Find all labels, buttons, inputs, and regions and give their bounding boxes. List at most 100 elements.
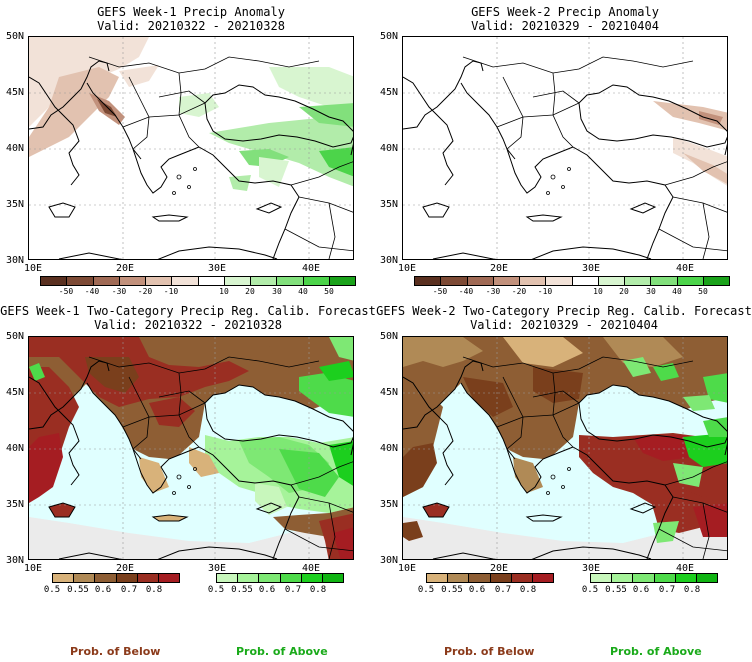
lon-label: 40E	[302, 563, 321, 574]
lat-label: 50N	[6, 31, 25, 42]
cbar-tick: 0.8	[145, 585, 163, 595]
cbar-tick: 20	[245, 287, 255, 296]
cbar-tick: 0.55	[67, 585, 89, 595]
cbar-tick: 30	[272, 287, 282, 296]
cbar-swatch	[632, 574, 654, 582]
cbar-tick: 0.6	[468, 585, 486, 595]
panel-1-title-line2: Valid: 20210322 - 20210328	[97, 19, 285, 33]
cbar-swatch	[591, 574, 612, 582]
cbar-tick: -40	[458, 287, 474, 296]
lat-label: 40N	[6, 443, 25, 454]
prob-above-caption: Prob. of Above	[236, 645, 328, 658]
cbar-swatch	[624, 277, 651, 285]
cbar-tick: 40	[672, 287, 682, 296]
cbar-swatch	[531, 574, 554, 582]
cbar-tick: -10	[537, 287, 553, 296]
lat-label: 45N	[380, 87, 399, 98]
lat-label: 30N	[6, 555, 25, 566]
lon-label: 20E	[116, 563, 135, 574]
cbar-swatch	[223, 277, 250, 285]
panel-1-title: GEFS Week-1 Precip Anomaly Valid: 202103…	[28, 5, 354, 33]
cbar-swatch	[519, 277, 546, 285]
cbar-tick: 0.7	[120, 585, 138, 595]
cbar-tick: 40	[298, 287, 308, 296]
cbar-tick: -40	[84, 287, 100, 296]
panel-2-title: GEFS Week-2 Precip Anomaly Valid: 202103…	[402, 5, 728, 33]
lat-label: 30N	[380, 255, 399, 266]
cbar-tick: 30	[646, 287, 656, 296]
prob-below-caption: Prob. of Below	[70, 645, 161, 658]
cbar-swatch	[650, 277, 677, 285]
cbar-swatch	[145, 277, 172, 285]
lon-label: 40E	[676, 563, 695, 574]
cbar-tick: 0.6	[94, 585, 112, 595]
cbar-swatch	[73, 574, 95, 582]
lon-label: 10E	[24, 263, 43, 274]
cbar-tick: 0.5	[417, 585, 435, 595]
cbar-tick: 0.8	[309, 585, 327, 595]
cbar-tick: 0.5	[581, 585, 599, 595]
lat-label: 45N	[6, 387, 25, 398]
cbar-tick: 0.7	[658, 585, 676, 595]
cbar-swatch	[702, 277, 729, 285]
lon-label: 30E	[582, 563, 601, 574]
cbar-swatch	[611, 574, 633, 582]
lat-label: 35N	[380, 199, 399, 210]
cbar-swatch	[489, 574, 511, 582]
lat-label: 45N	[6, 87, 25, 98]
lon-label: 30E	[582, 263, 601, 274]
lat-label: 40N	[380, 443, 399, 454]
cbar-tick: 0.5	[43, 585, 61, 595]
cbar-swatch	[466, 277, 493, 285]
panel-4-title: GEFS Week-2 Two-Category Precip Reg. Cal…	[376, 304, 752, 332]
cbar-swatch	[695, 574, 718, 582]
panel-1-map	[28, 36, 354, 260]
cbar-swatch	[276, 277, 303, 285]
cbar-tick: 0.55	[441, 585, 463, 595]
cbar-swatch	[118, 277, 145, 285]
cbar-swatch	[545, 277, 572, 285]
cbar-swatch	[427, 574, 448, 582]
cbar-swatch	[171, 277, 198, 285]
lat-label: 50N	[380, 331, 399, 342]
cbar-swatch	[676, 277, 703, 285]
cbar-tick: 20	[619, 287, 629, 296]
lat-label: 50N	[380, 31, 399, 42]
panel-4-map	[402, 336, 728, 560]
lat-label: 35N	[6, 199, 25, 210]
cbar-swatch	[328, 277, 355, 285]
cbar-tick: 50	[698, 287, 708, 296]
cbar-tick: 0.7	[284, 585, 302, 595]
panel-2-title-line1: GEFS Week-2 Precip Anomaly	[471, 5, 659, 19]
panel-2-map	[402, 36, 728, 260]
cbar-tick: -20	[511, 287, 527, 296]
panel-3-title-line1: GEFS Week-1 Two-Category Precip Reg. Cal…	[0, 304, 376, 318]
panel-3-title-line2: Valid: 20210322 - 20210328	[94, 318, 282, 332]
cbar-swatch	[597, 277, 624, 285]
cbar-swatch	[237, 574, 259, 582]
cbar-swatch	[157, 574, 180, 582]
cbar-swatch	[136, 574, 158, 582]
panel-3-title: GEFS Week-1 Two-Category Precip Reg. Cal…	[0, 304, 376, 332]
prob-below-caption: Prob. of Below	[444, 645, 535, 658]
cbar-swatch	[468, 574, 490, 582]
lat-label: 40N	[380, 143, 399, 154]
cbar-swatch	[447, 574, 469, 582]
cbar-tick: 0.55	[605, 585, 627, 595]
lon-label: 20E	[490, 563, 509, 574]
lon-label: 20E	[116, 263, 135, 274]
lon-label: 10E	[398, 263, 417, 274]
cbar-swatch	[492, 277, 519, 285]
cbar-tick: -20	[137, 287, 153, 296]
lat-label: 40N	[6, 143, 25, 154]
lon-label: 30E	[208, 263, 227, 274]
cbar-tick: 0.6	[258, 585, 276, 595]
cbar-tick: -30	[485, 287, 501, 296]
panel-2-title-line2: Valid: 20210329 - 20210404	[471, 19, 659, 33]
cbar-tick: 0.6	[632, 585, 650, 595]
cbar-swatch	[300, 574, 322, 582]
cbar-tick: 0.8	[519, 585, 537, 595]
cbar-swatch	[571, 277, 598, 285]
lat-label: 35N	[6, 499, 25, 510]
panel-4-title-line2: Valid: 20210329 - 20210404	[470, 318, 658, 332]
